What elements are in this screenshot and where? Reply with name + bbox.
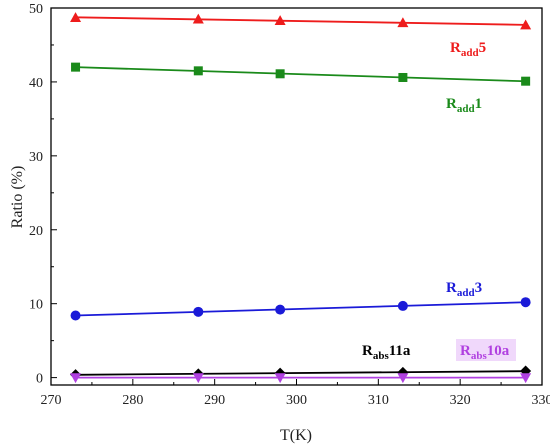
plot-frame <box>50 7 543 386</box>
data-point <box>192 13 204 24</box>
data-point <box>71 62 81 72</box>
data-point <box>192 373 204 384</box>
series-fit-line <box>75 16 526 26</box>
data-point <box>275 69 285 79</box>
label-highlight <box>456 339 516 361</box>
y-tick-label: 20 <box>29 224 43 239</box>
y-tick-label: 30 <box>29 150 43 165</box>
x-tick-label: 280 <box>122 393 143 408</box>
series-label: Radd3 <box>446 280 482 299</box>
y-tick-label: 50 <box>29 2 43 17</box>
series-label: Radd1 <box>446 96 482 115</box>
y-tick-label: 0 <box>36 372 43 387</box>
series-fit-line <box>75 370 526 376</box>
series-1 <box>71 62 531 86</box>
data-point <box>397 17 409 28</box>
data-point <box>274 15 286 25</box>
series-label: Rabs10a <box>460 343 510 362</box>
y-axis-title: Ratio (%) <box>9 166 26 229</box>
y-tick-label: 10 <box>29 298 43 313</box>
data-point <box>397 373 409 384</box>
series-4 <box>70 373 532 384</box>
series-label: Rabs11a <box>362 343 411 362</box>
series-labels: Radd5 Radd1 Radd3 Rabs11a Rabs10a <box>362 40 516 362</box>
data-point <box>520 373 532 384</box>
data-point <box>521 76 531 86</box>
series-0 <box>70 12 532 30</box>
y-tick-label: 40 <box>29 76 43 91</box>
data-point <box>520 19 532 30</box>
x-tick-label: 300 <box>286 393 307 408</box>
series-fit-line <box>75 301 526 317</box>
axes: 270 280 290 300 310 320 330 0 10 20 30 40 50 <box>29 2 550 408</box>
x-tick-label: 270 <box>41 393 62 408</box>
data-point <box>193 66 203 76</box>
x-tick-label: 310 <box>368 393 389 408</box>
x-tick-label: 330 <box>532 393 550 408</box>
x-tick-label: 290 <box>204 393 225 408</box>
data-point <box>70 310 81 321</box>
data-point <box>70 12 82 23</box>
data-point <box>70 373 82 384</box>
x-tick-label: 320 <box>450 393 471 408</box>
data-point <box>275 304 286 315</box>
data-point <box>274 373 286 384</box>
data-point <box>520 297 531 308</box>
data-point <box>398 72 408 82</box>
series-2 <box>70 297 531 321</box>
data-point <box>193 306 204 317</box>
x-axis-title: T(K) <box>280 427 312 444</box>
series-layer <box>70 12 532 384</box>
data-point <box>397 300 408 311</box>
series-label: Radd5 <box>450 40 486 59</box>
series-fit-line <box>75 66 526 83</box>
